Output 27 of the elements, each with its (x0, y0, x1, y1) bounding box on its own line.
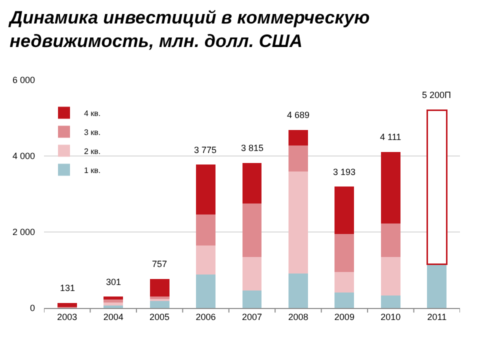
x-tick-label: 2007 (242, 312, 262, 322)
y-tick-label: 6 000 (12, 75, 35, 86)
total-label: 4 689 (287, 110, 310, 120)
x-tick-label: 2004 (103, 312, 124, 322)
total-label: 3 193 (333, 167, 356, 177)
legend-label: 4 кв. (84, 108, 101, 118)
legend-label: 2 кв. (84, 146, 101, 156)
total-label: 5 200П (422, 90, 451, 100)
y-tick-label: 2 000 (12, 227, 35, 238)
x-tick-label: 2006 (196, 312, 216, 322)
x-tick-label: 2008 (288, 312, 308, 322)
x-tick-label: 2010 (380, 312, 401, 322)
chart-title: Динамика инвестиций в коммерческую недвижимость, млн. долл. США (8, 8, 370, 52)
total-label: 131 (60, 283, 76, 293)
y-tick-label: 4 000 (12, 151, 35, 162)
x-tick-label: 2003 (57, 312, 78, 322)
x-tick-label: 2009 (334, 312, 354, 322)
legend-label: 3 кв. (84, 128, 101, 137)
x-tick-label: 2005 (150, 312, 170, 322)
total-label: 4 111 (380, 132, 402, 142)
total-label: 301 (106, 277, 122, 287)
total-label: 757 (152, 259, 168, 269)
total-label: 3 815 (241, 143, 264, 153)
y-tick-label: 0 (30, 303, 35, 314)
x-tick-label: 2011 (427, 312, 447, 322)
legend-label: 1 кв. (84, 166, 101, 175)
total-label: 3 775 (194, 145, 217, 155)
